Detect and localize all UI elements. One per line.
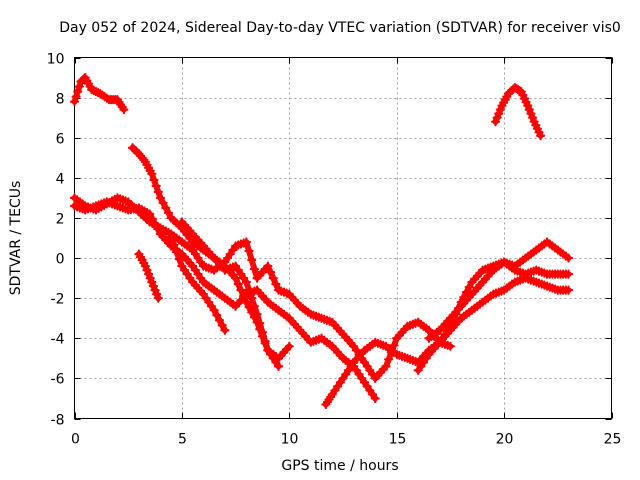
data-point-marker xyxy=(153,293,163,303)
data-point-marker xyxy=(166,233,176,243)
data-point-marker xyxy=(212,310,222,320)
y-tick-label: 0 xyxy=(56,252,65,268)
series-pass-F xyxy=(177,217,294,363)
data-point-marker xyxy=(257,331,268,341)
data-point-marker xyxy=(255,324,265,334)
data-point-marker xyxy=(239,291,249,301)
y-axis-label: SDTVAR / TECUs xyxy=(8,181,24,296)
data-point-marker xyxy=(174,254,184,264)
series-pass-J xyxy=(490,82,546,141)
x-tick-label: 10 xyxy=(281,432,299,448)
data-point-marker xyxy=(249,264,259,274)
data-point-marker xyxy=(265,267,276,277)
y-tick-label: 10 xyxy=(47,52,65,68)
y-tick-label: -4 xyxy=(51,332,65,348)
y-tick-label: 2 xyxy=(56,212,65,228)
data-point-marker xyxy=(263,261,273,271)
data-point-marker xyxy=(536,131,546,141)
series-trace xyxy=(415,239,572,374)
y-tick-label: 8 xyxy=(56,92,65,108)
data-point-marker xyxy=(384,354,394,364)
data-point-marker xyxy=(247,307,257,317)
y-tick-label: 4 xyxy=(56,172,65,188)
data-point-marker xyxy=(169,240,179,250)
data-point-marker xyxy=(370,393,380,404)
y-ticks: -8 -6 -4 -2 0 2 4 6 8 10 xyxy=(47,52,612,429)
y-tick-label: 6 xyxy=(56,132,65,148)
x-ticks: 0 5 10 15 20 25 xyxy=(71,57,622,448)
series-pass-I xyxy=(413,237,574,375)
data-point-marker xyxy=(456,297,466,307)
data-point-marker xyxy=(268,273,278,283)
data-point-marker xyxy=(241,297,251,307)
data-point-marker xyxy=(448,315,458,325)
data-point-marker xyxy=(217,320,227,330)
data-point-marker xyxy=(151,181,161,191)
data-point-marker xyxy=(74,81,84,92)
data-point-marker xyxy=(69,97,80,107)
data-point-marker xyxy=(241,277,251,287)
data-point-marker xyxy=(161,203,171,213)
data-point-marker xyxy=(241,237,251,247)
series-pass-E xyxy=(166,233,230,335)
data-point-marker xyxy=(153,187,163,197)
data-point-marker xyxy=(150,219,160,229)
data-point-marker xyxy=(252,317,262,327)
data-point-marker xyxy=(445,321,455,331)
data-point-marker xyxy=(73,86,83,97)
x-axis-label: GPS time / hours xyxy=(281,458,398,474)
data-point-marker xyxy=(145,209,155,219)
data-point-marker xyxy=(231,273,241,283)
data-point-marker xyxy=(220,325,230,335)
data-point-marker xyxy=(445,341,455,351)
data-point-marker xyxy=(171,247,182,257)
y-tick-label: -8 xyxy=(51,413,65,429)
data-point-marker xyxy=(214,315,225,325)
series-pass-C xyxy=(69,197,380,404)
y-tick-label: -2 xyxy=(51,292,65,308)
data-point-marker xyxy=(158,198,168,208)
data-point-marker xyxy=(247,255,257,265)
data-point-marker xyxy=(147,214,157,224)
plot-border xyxy=(74,57,612,419)
data-point-marker xyxy=(149,175,159,185)
data-point-marker xyxy=(236,285,246,295)
data-point-marker xyxy=(284,341,294,351)
data-point-marker xyxy=(233,279,243,289)
data-point-marker xyxy=(563,269,574,279)
data-point-marker xyxy=(244,246,254,256)
series-pass-A xyxy=(69,72,129,115)
data-point-marker xyxy=(381,361,391,371)
data-point-marker xyxy=(249,312,259,322)
data-point-marker xyxy=(459,292,469,302)
series-pass-D xyxy=(134,249,163,303)
x-tick-label: 5 xyxy=(178,432,187,448)
data-point-marker xyxy=(260,338,270,348)
data-point-marker xyxy=(563,253,574,263)
series-group xyxy=(69,72,574,410)
data-point-marker xyxy=(153,224,163,234)
data-point-marker xyxy=(244,302,254,312)
data-point-marker xyxy=(464,282,474,292)
data-point-marker xyxy=(119,105,129,115)
x-tick-label: 20 xyxy=(496,432,514,448)
data-point-marker xyxy=(163,208,174,218)
data-point-marker xyxy=(563,285,574,295)
data-point-marker xyxy=(451,309,461,319)
data-point-marker xyxy=(271,279,281,289)
chart-title: Day 052 of 2024, Sidereal Day-to-day VTE… xyxy=(59,20,621,36)
data-point-marker xyxy=(147,169,157,179)
data-point-marker xyxy=(461,287,472,297)
data-point-marker xyxy=(71,92,81,102)
data-point-marker xyxy=(209,305,219,315)
x-tick-label: 25 xyxy=(604,432,622,448)
data-point-marker xyxy=(389,340,399,350)
data-point-marker xyxy=(155,193,166,203)
x-tick-label: 0 xyxy=(71,432,80,448)
data-point-marker xyxy=(453,303,464,313)
x-tick-label: 15 xyxy=(389,432,407,448)
y-tick-label: -6 xyxy=(51,372,65,388)
data-point-marker xyxy=(273,361,284,371)
